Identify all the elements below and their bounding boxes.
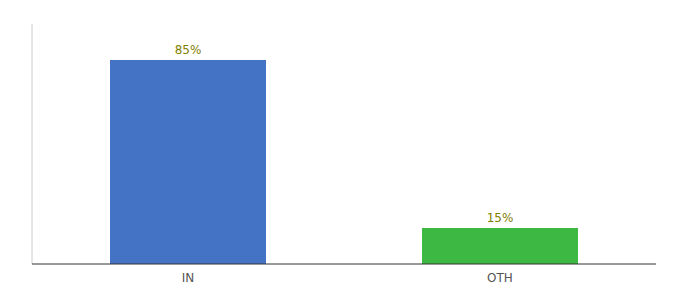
x-tick-label: OTH (487, 271, 513, 285)
y-axis-line (32, 24, 33, 264)
x-axis-line (32, 264, 656, 265)
data-label: 15% (487, 211, 514, 225)
bars (110, 60, 578, 264)
chart-container: IN OTH 85% 15% (0, 0, 680, 300)
x-tick-label: IN (182, 271, 195, 285)
chart: IN OTH 85% 15% (0, 0, 680, 300)
data-label: 85% (175, 43, 202, 57)
bar (110, 60, 266, 264)
bar (422, 228, 578, 264)
